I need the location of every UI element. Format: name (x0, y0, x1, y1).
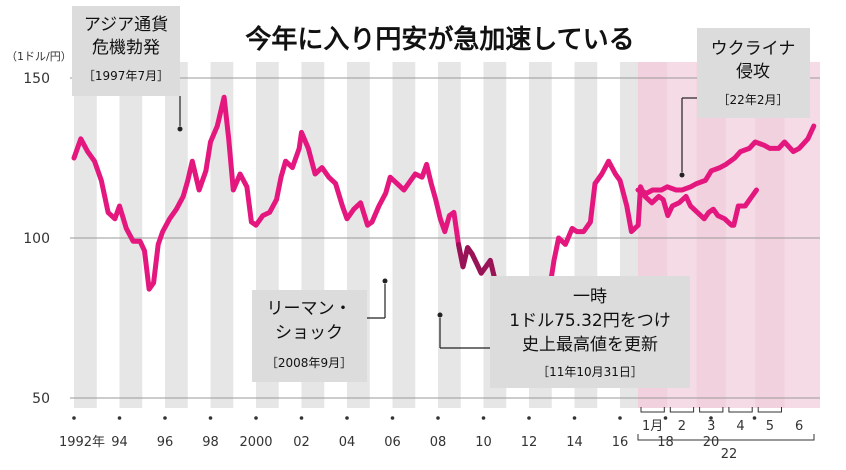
annotation-record-high-date: ［11年10月31日］ (537, 365, 643, 379)
x-tick-dot (254, 416, 258, 420)
chart-title: 今年に入り円安が急加速している (245, 24, 634, 55)
x-tick-label: 10 (475, 435, 492, 450)
y-tick-label: 100 (23, 231, 50, 247)
month-tick-label: 6 (795, 419, 803, 434)
month-bracket (640, 407, 665, 413)
x-tick-dot (436, 416, 440, 420)
year-stripe (74, 62, 97, 408)
annotation-ukraine-line2: 侵攻 (736, 62, 770, 82)
x-tick-dot (663, 416, 668, 420)
annotation-record-high-line1: 一時 (573, 287, 607, 307)
month-tick-label: 2 (678, 419, 686, 434)
annotation-asian-crisis-line2: 危機勃発 (92, 38, 160, 58)
annotation-ukraine-box (697, 28, 810, 118)
annotation-lehman-line2: ショック (275, 323, 343, 343)
x-tick-dot (163, 416, 167, 420)
annotation-asian-crisis-date: ［1997年7月］ (83, 69, 169, 83)
month-stripe (755, 62, 785, 408)
annotation-record-high-box (490, 276, 690, 388)
annotation-asian-crisis-box (72, 6, 180, 96)
x-tick-label: 12 (521, 435, 538, 450)
month-bracket (699, 407, 724, 413)
x-tick-dot (572, 416, 577, 420)
annotation-record-high-dot (437, 312, 443, 318)
x-tick-label: 94 (111, 435, 128, 450)
year-stripe (438, 62, 461, 408)
x-tick-dot (709, 416, 713, 420)
month-bracket (728, 407, 753, 413)
x-tick-dot (345, 416, 349, 420)
month-tick-label: 4 (736, 419, 744, 434)
x-tick-label: 04 (339, 435, 356, 450)
x-tick-dot (390, 416, 395, 420)
x-tick-label: 2000 (239, 435, 272, 450)
y-tick-label: 50 (32, 391, 50, 407)
annotation-ukraine-date: ［22年2月］ (718, 93, 789, 107)
annotation-record-high-line3: 史上最高値を更新 (522, 335, 658, 355)
x-tick-dot (752, 416, 757, 420)
axis-labels: 50 100 150 1992年 94 96 98 2000 02 04 06 08 10 12 14 16 1… (23, 71, 815, 462)
annotation-lehman-dot (382, 278, 388, 284)
annotation-lehman-box (252, 290, 367, 382)
annotation-asian-crisis-dot (177, 126, 183, 132)
x-tick-dot (117, 416, 122, 420)
year-stripe (165, 62, 188, 408)
x-tick-dot (72, 416, 76, 420)
annotation-record-high: 一時 1ドル75.32円をつけ 史上最高値を更新 ［11年10月31日］ (437, 276, 690, 388)
annotation-lehman-line1: リーマン・ (267, 299, 352, 319)
x-tick-label: 14 (566, 435, 583, 450)
annotation-lehman-date: ［2008年9月］ (266, 356, 352, 370)
annotation-record-high-line2: 1ドル75.32円をつけ (509, 311, 670, 331)
month-tick-label: 3 (707, 419, 715, 434)
year-2022-bracket (637, 434, 815, 441)
x-tick-dot (208, 416, 213, 420)
x-tick-label: 18 (657, 435, 674, 450)
annotation-asian-crisis-line1: アジア通貨 (84, 15, 168, 35)
gridlines (70, 77, 820, 399)
x-tick-label: 20 (703, 435, 720, 450)
x-tick-label: 98 (202, 435, 219, 450)
month-bracket (669, 407, 695, 413)
x-tick-dot (618, 416, 622, 420)
month-bracket (757, 407, 782, 413)
month-tick-label: 1月 (642, 419, 663, 434)
x-tick-dot (299, 416, 304, 420)
annotation-ukraine: ウクライナ 侵攻 ［22年2月］ (679, 28, 810, 178)
x-tick-label: 16 (612, 435, 629, 450)
x-tick-label: 1992年 (59, 435, 105, 450)
annotation-ukraine-line1: ウクライナ (711, 39, 796, 59)
x-tick-dot (527, 416, 531, 420)
x-tick-label: 96 (157, 435, 174, 450)
x-tick-label: 02 (293, 435, 310, 450)
annotation-asian-crisis: アジア通貨 危機勃発 ［1997年7月］ (72, 6, 183, 132)
month-stripe (696, 62, 726, 408)
y-unit-label: （1ドル/円） (6, 50, 72, 63)
x-tick-label: 08 (430, 435, 447, 450)
series-line-2022 (635, 123, 817, 196)
y-tick-label: 150 (23, 71, 50, 87)
year-stripe (392, 62, 416, 408)
month-tick-label: 5 (766, 419, 774, 434)
annotation-ukraine-dot (679, 172, 685, 178)
x-tick-label: 06 (384, 435, 401, 450)
year-2022-label: 22 (721, 447, 738, 462)
annotation-lehman: リーマン・ ショック ［2008年9月］ (252, 278, 388, 382)
x-tick-dot (481, 416, 486, 420)
